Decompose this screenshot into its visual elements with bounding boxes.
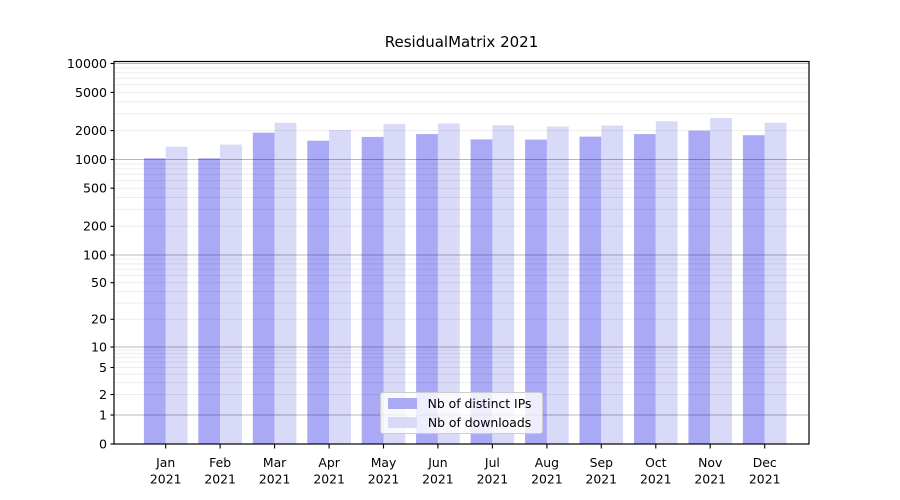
x-tick-label: Apr 2021 [313, 455, 345, 487]
x-tick-label: Mar 2021 [259, 455, 291, 487]
bar-sep-downloads [601, 125, 624, 444]
bar-oct-downloads [655, 121, 678, 445]
x-tick-label: May 2021 [368, 455, 400, 487]
plot-border [113, 60, 810, 445]
bar-feb-downloads [220, 144, 242, 444]
x-tick-label: Jul 2021 [477, 455, 509, 487]
x-tick-label: Nov 2021 [694, 455, 726, 487]
x-tick-label: Aug 2021 [531, 455, 563, 487]
legend-swatch-downloads [388, 416, 417, 428]
bar-aug-downloads [546, 126, 569, 444]
bar-sep-distinct-ips [579, 136, 602, 444]
bar-jul-downloads [492, 125, 515, 445]
bar-dec-distinct-ips [742, 135, 765, 444]
x-tick-label: Sep 2021 [586, 455, 618, 487]
bar-may-downloads [383, 124, 406, 444]
x-tick-label: Jan 2021 [150, 455, 182, 487]
y-tick-label: 1 [99, 407, 107, 422]
y-tick-label: 50 [91, 275, 107, 290]
x-tick-label: Oct 2021 [640, 455, 672, 487]
bar-may-distinct-ips [361, 136, 384, 444]
bar-jun-downloads [437, 123, 460, 444]
y-tick-label: 5000 [75, 85, 107, 100]
bar-nov-downloads [710, 118, 732, 444]
bar-apr-downloads [329, 130, 351, 444]
legend-item-distinct-ips: Nb of distinct IPs [388, 396, 534, 412]
y-tick-label: 500 [83, 181, 107, 196]
y-tick-label: 1000 [75, 152, 107, 167]
y-tick-label: 100 [83, 247, 107, 262]
legend: Nb of distinct IPs Nb of downloads [380, 392, 543, 434]
x-tick-label: Jun 2021 [422, 455, 454, 487]
y-tick-label: 10000 [67, 56, 107, 71]
bar-dec-downloads [764, 122, 787, 444]
bar-apr-distinct-ips [307, 140, 330, 444]
y-tick-label: 20 [91, 312, 107, 327]
x-tick-label: Dec 2021 [749, 455, 781, 487]
y-tick-label: 0 [99, 436, 107, 451]
y-tick-label: 5 [99, 360, 107, 375]
legend-label-downloads: Nb of downloads [427, 414, 532, 430]
bar-aug-distinct-ips [525, 139, 547, 444]
bar-mar-downloads [274, 122, 297, 445]
legend-item-downloads: Nb of downloads [388, 415, 534, 431]
bar-jan-downloads [165, 146, 188, 444]
bar-feb-distinct-ips [198, 158, 221, 445]
bar-nov-distinct-ips [688, 130, 711, 444]
y-tick-label: 2000 [75, 123, 107, 138]
legend-swatch-distinct-ips [388, 398, 417, 410]
x-tick-label: Feb 2021 [204, 455, 236, 487]
y-tick-label: 2 [99, 387, 107, 402]
bar-jun-distinct-ips [416, 134, 438, 444]
bar-oct-distinct-ips [634, 134, 656, 444]
y-tick-label: 10 [91, 339, 107, 354]
chart-title: ResidualMatrix 2021 [384, 33, 539, 51]
y-tick-label: 200 [83, 219, 107, 234]
bar-jan-distinct-ips [143, 158, 166, 445]
bar-mar-distinct-ips [252, 132, 275, 444]
legend-label-distinct-ips: Nb of distinct IPs [427, 396, 532, 412]
bar-jul-distinct-ips [470, 139, 493, 444]
